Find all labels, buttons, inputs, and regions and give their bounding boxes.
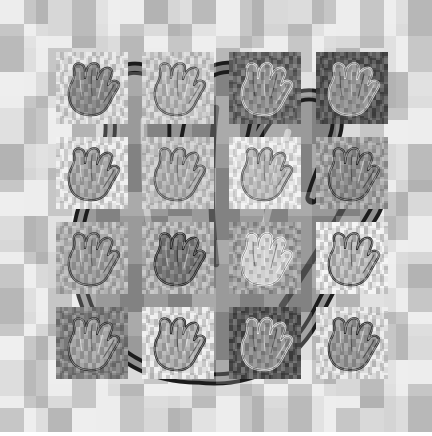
feature-map-image <box>316 307 388 379</box>
feature-map-image <box>142 222 214 294</box>
feature-map-image <box>56 137 128 209</box>
feature-map-image <box>142 307 214 379</box>
feature-map-image <box>229 137 301 209</box>
feature-map-image <box>56 307 128 379</box>
feature-map-14 <box>142 307 214 379</box>
feature-map-image <box>56 222 128 294</box>
feature-map-image <box>142 137 214 209</box>
feature-map-image <box>56 52 128 124</box>
feature-map-4 <box>316 52 388 124</box>
feature-map-11 <box>229 222 301 294</box>
feature-map-image <box>229 52 301 124</box>
feature-map-9 <box>56 222 128 294</box>
feature-map-image <box>142 52 214 124</box>
feature-map-image <box>316 52 388 124</box>
feature-map-15 <box>229 307 301 379</box>
feature-map-image <box>229 307 301 379</box>
feature-map-1 <box>56 52 128 124</box>
feature-map-image <box>316 222 388 294</box>
feature-map-13 <box>56 307 128 379</box>
feature-map-2 <box>142 52 214 124</box>
feature-map-image <box>229 222 301 294</box>
feature-map-6 <box>142 137 214 209</box>
feature-map-5 <box>56 137 128 209</box>
feature-map-16 <box>316 307 388 379</box>
feature-map-8 <box>316 137 388 209</box>
feature-map-12 <box>316 222 388 294</box>
feature-map-image <box>316 137 388 209</box>
feature-map-10 <box>142 222 214 294</box>
feature-map-3 <box>229 52 301 124</box>
feature-map-7 <box>229 137 301 209</box>
